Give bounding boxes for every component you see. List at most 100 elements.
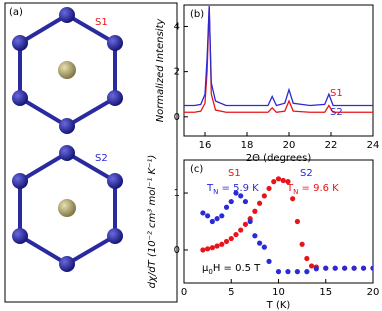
point: [219, 213, 225, 219]
center-atom: [58, 61, 76, 79]
y-axis-label: Normalized Intensity: [155, 18, 166, 123]
point: [271, 179, 277, 185]
point: [304, 269, 310, 275]
point: [223, 204, 230, 210]
y-tick-label: 0: [174, 245, 180, 256]
annotation-part: T: [286, 183, 294, 194]
point: [238, 193, 244, 199]
y-tick-label: 2: [174, 67, 180, 78]
annotation-part: = 5.9 K: [218, 183, 259, 194]
point: [233, 231, 239, 238]
point: [285, 179, 291, 185]
annotation-part: N: [213, 188, 218, 196]
point: [200, 210, 206, 216]
point: [205, 213, 211, 219]
point: [233, 190, 239, 196]
point: [285, 269, 291, 275]
annotation-part: 0: [208, 268, 212, 276]
x-tick-label: 10: [272, 287, 285, 298]
point: [209, 245, 215, 251]
point: [294, 269, 300, 275]
x-tick-label: 18: [241, 140, 254, 151]
y-tick-label: 1: [174, 188, 180, 199]
y-axis-label: dχ/dT (10⁻² cm³ mol⁻¹ K⁻¹): [147, 155, 158, 289]
point: [209, 218, 215, 225]
legend-label: S2: [330, 107, 343, 118]
point: [294, 218, 300, 225]
point: [266, 185, 272, 192]
point: [342, 265, 348, 271]
point: [370, 265, 373, 271]
x-tick-label: 15: [319, 287, 332, 298]
point: [308, 263, 315, 269]
point: [304, 255, 310, 262]
point: [351, 265, 357, 271]
point: [252, 208, 258, 214]
plot-frame: [183, 4, 374, 137]
legend-label: S2: [300, 168, 313, 179]
annotation-part: μ: [202, 263, 209, 274]
annotation-part: = 9.6 K: [298, 183, 339, 194]
legend-label: S1: [228, 168, 241, 179]
x-tick-label: 16: [199, 140, 212, 151]
point: [280, 177, 286, 184]
panel-label: (c): [190, 164, 203, 175]
point: [257, 200, 263, 206]
point: [214, 216, 220, 222]
atoms: [12, 7, 123, 272]
point: [266, 258, 272, 264]
legend-label: S1: [330, 88, 343, 99]
point: [360, 265, 367, 271]
y-tick-label: 0: [174, 112, 180, 123]
hexagon: [18, 12, 117, 267]
center-atom: [58, 199, 76, 217]
annotation: TN = 9.6 K: [286, 183, 339, 196]
point: [242, 221, 249, 227]
point: [228, 235, 234, 242]
point: [228, 198, 234, 205]
plot-area: [184, 6, 373, 113]
x-axis-label: T (K): [266, 300, 291, 311]
x-tick-label: 5: [228, 287, 234, 298]
x-tick-label: 22: [325, 140, 338, 151]
frame: [4, 2, 178, 303]
point: [261, 244, 267, 250]
structure-label: S1: [95, 17, 108, 28]
point: [332, 265, 338, 271]
point: [238, 227, 244, 233]
y-tick-label: 4: [174, 21, 180, 32]
x-tick-label: 20: [367, 287, 380, 298]
annotation-part: N: [293, 188, 298, 196]
series-line: [184, 6, 373, 113]
x-tick-label: 20: [283, 140, 296, 151]
point: [290, 196, 296, 202]
point: [261, 193, 267, 199]
point: [219, 241, 225, 247]
annotation: μ0H = 0.5 T: [202, 263, 261, 276]
structure-label: S2: [95, 153, 108, 164]
point: [223, 238, 230, 245]
annotation-part: T: [206, 183, 214, 194]
point: [313, 266, 319, 272]
x-axis-label: 2Θ (degrees): [246, 153, 312, 164]
point: [205, 246, 211, 252]
point: [252, 233, 258, 239]
x-tick-label: 0: [181, 287, 187, 298]
point: [275, 176, 282, 182]
point: [242, 198, 249, 205]
x-tick-label: 24: [367, 140, 380, 151]
annotation-part: H = 0.5 T: [213, 263, 261, 274]
point: [200, 247, 206, 253]
series-line: [184, 6, 373, 107]
panel-a: (a) S1 S2: [4, 2, 178, 303]
point: [275, 269, 282, 275]
panel-label: (b): [190, 9, 204, 20]
panel-label: (a): [9, 7, 23, 18]
point: [247, 218, 253, 225]
point: [257, 240, 263, 246]
point: [299, 241, 305, 247]
annotation: TN = 5.9 K: [206, 183, 259, 196]
point: [214, 243, 220, 249]
plot-area: [200, 176, 373, 275]
